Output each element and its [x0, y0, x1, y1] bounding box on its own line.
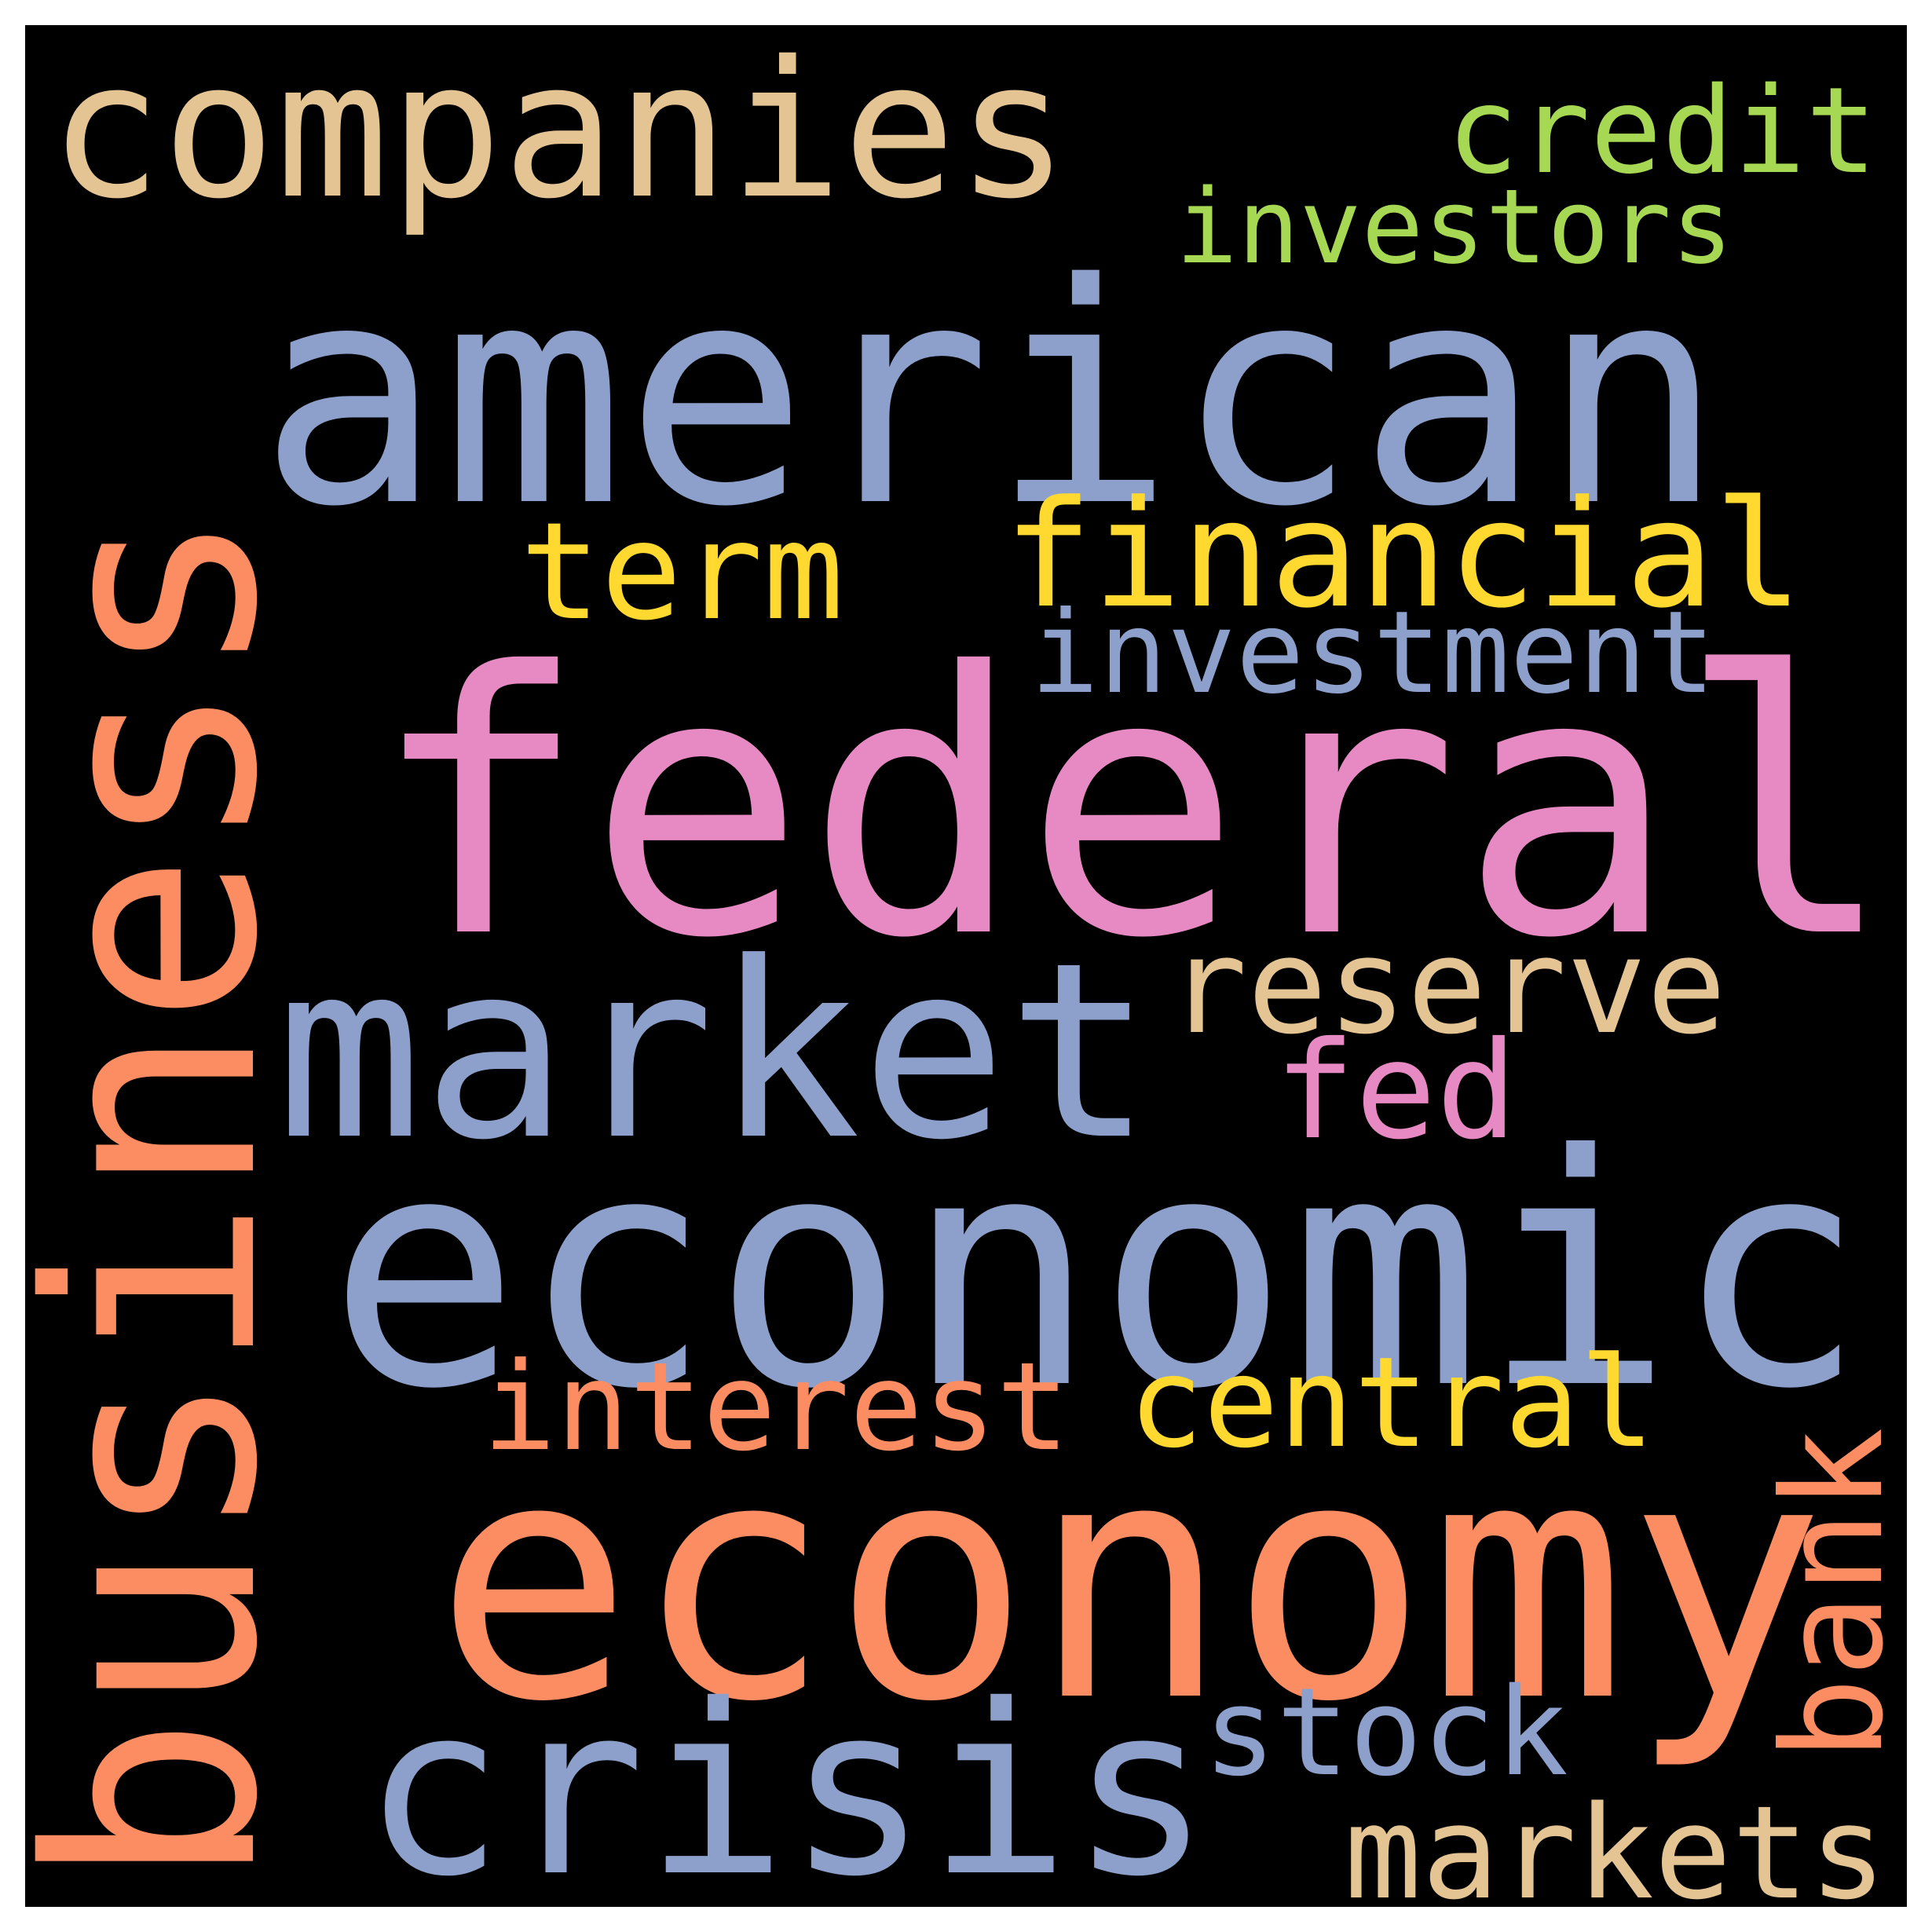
word-investors: investors [1176, 166, 1733, 287]
word-fed: fed [1274, 1013, 1517, 1170]
word-bank: bank [1752, 1427, 1907, 1761]
word-term: term [520, 493, 844, 650]
word-economy: economy [434, 1389, 1826, 1774]
word-stock: stock [1203, 1662, 1568, 1803]
word-american: american [258, 219, 1725, 574]
word-business: business [25, 507, 321, 1888]
word-companies: companies [49, 25, 1070, 241]
word-federal: federal [370, 595, 1895, 1018]
word-economic: economic [327, 1087, 1867, 1459]
word-crisis: crisis [362, 1653, 1212, 1907]
word-financial: financial [1004, 469, 1803, 641]
word-cloud-canvas: american federal economic economy busine… [25, 25, 1907, 1907]
word-reserve: reserve [1167, 908, 1727, 1063]
word-markets: markets [1344, 1777, 1887, 1907]
word-investment: investment [1030, 587, 1716, 719]
word-market: market [276, 910, 1154, 1194]
word-credit: credit [1447, 61, 1878, 201]
word-interest: interest [482, 1336, 1070, 1479]
word-central: central [1128, 1330, 1656, 1476]
